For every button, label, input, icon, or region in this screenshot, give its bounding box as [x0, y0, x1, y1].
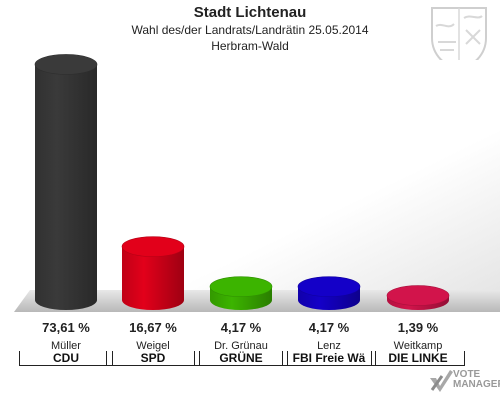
party-label: FBI Freie Wä: [282, 351, 376, 366]
party-label: CDU: [19, 351, 113, 366]
bar-body: [122, 246, 184, 310]
bar-1: [34, 54, 98, 310]
bar-top: [34, 54, 98, 75]
candidate-name: Müller: [51, 340, 81, 352]
brand-line-1: VOTE: [453, 369, 481, 380]
area-label: Herbram-Wald: [211, 39, 289, 53]
bar-top: [297, 276, 361, 297]
chart-subtitle: Wahl des/der Landrats/Landrätin 25.05.20…: [131, 23, 369, 37]
value-label: 4,17 %: [220, 320, 262, 335]
vote-manager-logo-icon: [430, 370, 453, 392]
party-label: SPD: [106, 351, 200, 366]
bar-top: [209, 276, 273, 297]
party-label: GRÜNE: [194, 351, 288, 366]
chart-title: Stadt Lichtenau: [193, 4, 307, 21]
bar-top: [386, 285, 450, 306]
candidate-name: Weitkamp: [393, 340, 443, 352]
bar-top: [121, 236, 185, 257]
value-label: 1,39 %: [397, 320, 439, 335]
bar-2: [121, 236, 185, 310]
vote-manager-logo: VOTE MANAGER: [453, 369, 500, 390]
value-label: 73,61 %: [42, 320, 90, 335]
candidate-name: Weigel: [136, 340, 170, 352]
candidate-name: Lenz: [317, 340, 341, 352]
bar-body: [35, 64, 97, 310]
coat-of-arms-icon: [431, 7, 487, 73]
value-label: 4,17 %: [308, 320, 350, 335]
chart-wall: [30, 60, 500, 290]
value-label: 16,67 %: [129, 320, 177, 335]
bar-3: [209, 276, 273, 310]
bar-5: [386, 285, 450, 310]
brand-line-2: MANAGER: [453, 379, 500, 390]
party-label: DIE LINKE: [371, 351, 465, 366]
bar-4: [297, 276, 361, 310]
candidate-name: Dr. Grünau: [214, 340, 268, 352]
